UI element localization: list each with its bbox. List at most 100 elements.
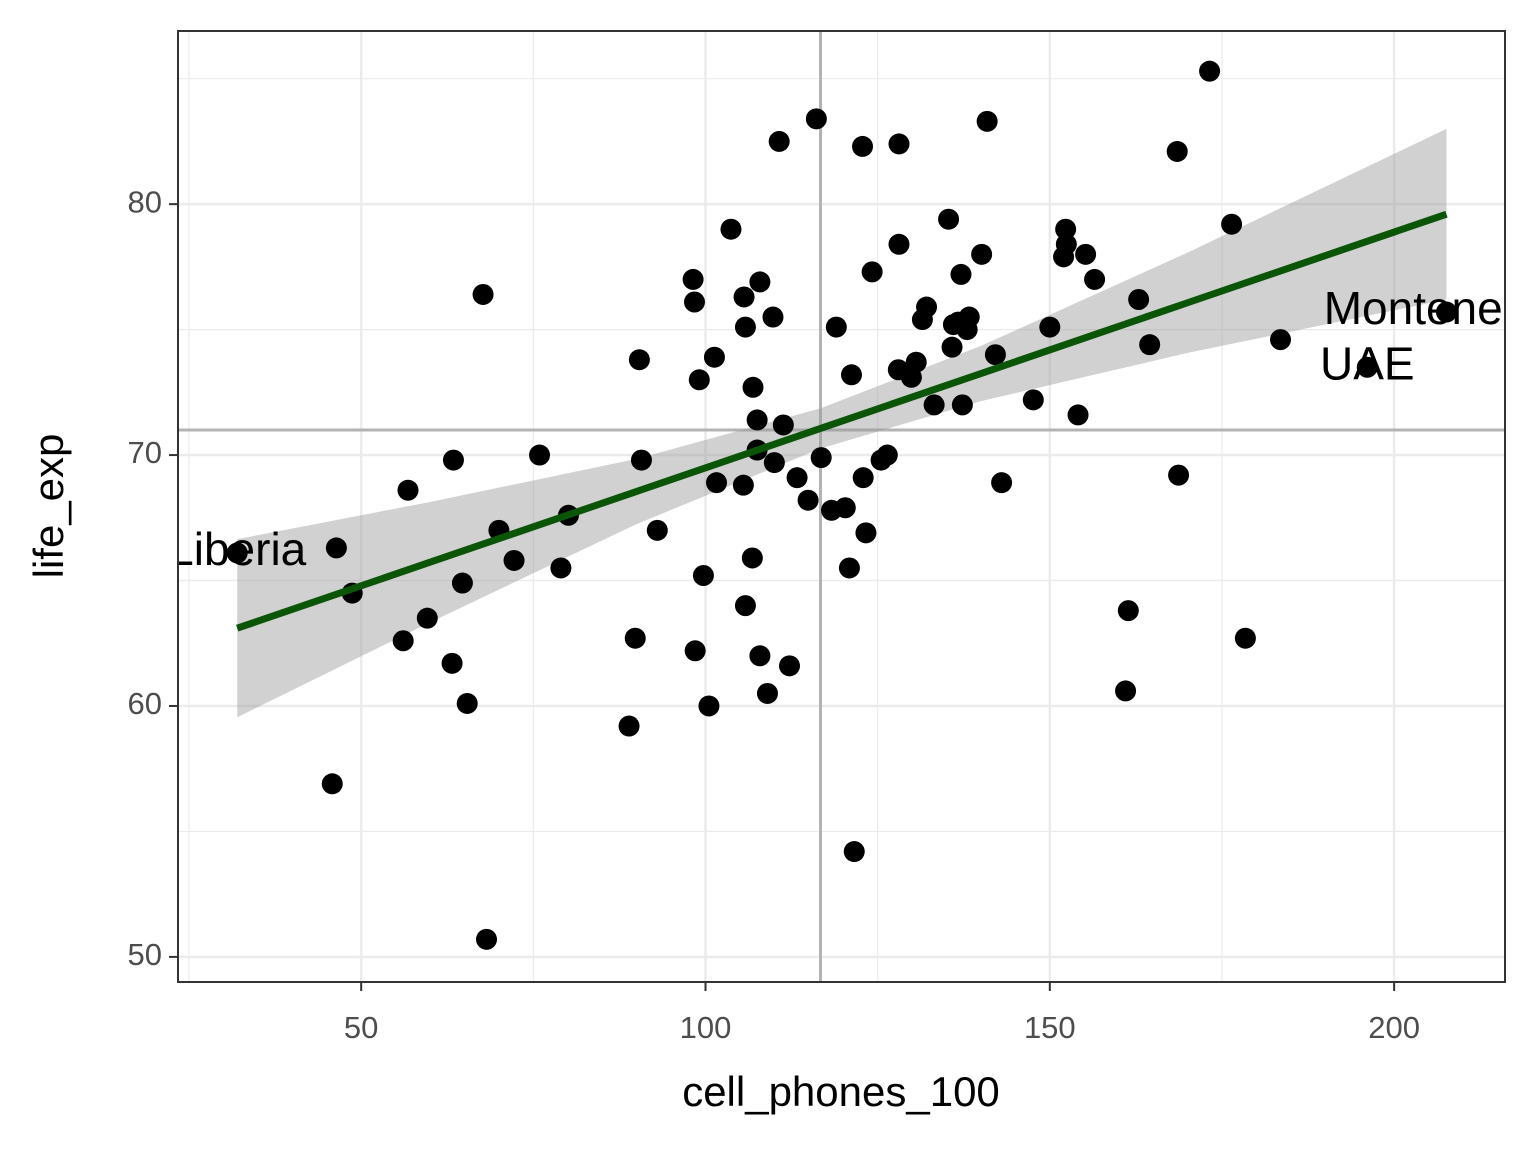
point <box>888 233 910 255</box>
point <box>646 519 668 541</box>
point <box>618 715 640 737</box>
y-tick-label: 60 <box>128 686 162 721</box>
point <box>321 773 343 795</box>
point <box>852 467 874 489</box>
point <box>392 630 414 652</box>
point <box>732 474 754 496</box>
point <box>456 692 478 714</box>
point <box>628 349 650 371</box>
y-tick-label: 70 <box>128 435 162 470</box>
annotation: Montenegro <box>1324 282 1536 334</box>
point <box>692 565 714 587</box>
annotation: UAE <box>1320 337 1415 389</box>
point <box>855 522 877 544</box>
point <box>1128 288 1150 310</box>
y-tick-label: 80 <box>128 184 162 219</box>
point <box>779 655 801 677</box>
point <box>1435 301 1457 323</box>
y-axis-title: life_exp <box>25 434 72 579</box>
point <box>1168 464 1190 486</box>
x-tick-label: 100 <box>680 1010 732 1045</box>
point <box>772 414 794 436</box>
point <box>749 271 771 293</box>
fit-line <box>236 210 1448 632</box>
point <box>976 110 998 132</box>
point <box>503 549 525 571</box>
point <box>941 336 963 358</box>
point <box>1053 246 1075 268</box>
point <box>852 135 874 157</box>
point <box>1139 334 1161 356</box>
point <box>688 369 710 391</box>
point <box>683 291 705 313</box>
point <box>720 218 742 240</box>
point <box>749 645 771 667</box>
point <box>442 449 464 471</box>
point <box>733 286 755 308</box>
point <box>684 640 706 662</box>
x-tick-label: 150 <box>1024 1010 1076 1045</box>
point <box>397 479 419 501</box>
point <box>786 467 808 489</box>
point <box>984 344 1006 366</box>
point <box>971 243 993 265</box>
point <box>476 928 498 950</box>
point <box>1039 316 1061 338</box>
point <box>950 263 972 285</box>
point <box>1115 680 1137 702</box>
point <box>325 537 347 559</box>
point <box>1234 627 1256 649</box>
point <box>1199 60 1221 82</box>
point <box>1221 213 1243 235</box>
point <box>1084 268 1106 290</box>
point <box>768 130 790 152</box>
panel-border <box>177 30 1506 983</box>
point <box>682 268 704 290</box>
axes: 50 100 150 200 50 60 70 80 <box>128 184 1420 1045</box>
point <box>763 452 785 474</box>
point <box>1022 389 1044 411</box>
x-tick-label: 200 <box>1368 1010 1420 1045</box>
point <box>703 346 725 368</box>
x-tick-label: 50 <box>344 1010 378 1045</box>
point <box>916 296 938 318</box>
point <box>888 133 910 155</box>
point <box>734 316 756 338</box>
point <box>741 547 763 569</box>
point <box>624 627 646 649</box>
point <box>1166 140 1188 162</box>
point <box>1055 218 1077 240</box>
point <box>472 283 494 305</box>
point <box>1270 329 1292 351</box>
point <box>550 557 572 579</box>
point <box>756 682 778 704</box>
point <box>416 607 438 629</box>
point <box>843 841 865 863</box>
point <box>698 695 720 717</box>
point <box>905 351 927 373</box>
point <box>226 542 248 564</box>
point <box>706 472 728 494</box>
point <box>1067 404 1089 426</box>
point <box>742 376 764 398</box>
point <box>991 472 1013 494</box>
point <box>797 489 819 511</box>
annotation: Liberia <box>168 523 307 575</box>
point <box>923 394 945 416</box>
point <box>734 595 756 617</box>
point <box>838 557 860 579</box>
x-axis-title: cell_phones_100 <box>682 1068 1000 1115</box>
y-tick-label: 50 <box>128 937 162 972</box>
point <box>762 306 784 328</box>
point <box>938 208 960 230</box>
point <box>825 316 847 338</box>
point <box>840 364 862 386</box>
point <box>958 306 980 328</box>
point <box>441 652 463 674</box>
point <box>630 449 652 471</box>
point <box>1075 243 1097 265</box>
point <box>746 409 768 431</box>
point <box>834 497 856 519</box>
